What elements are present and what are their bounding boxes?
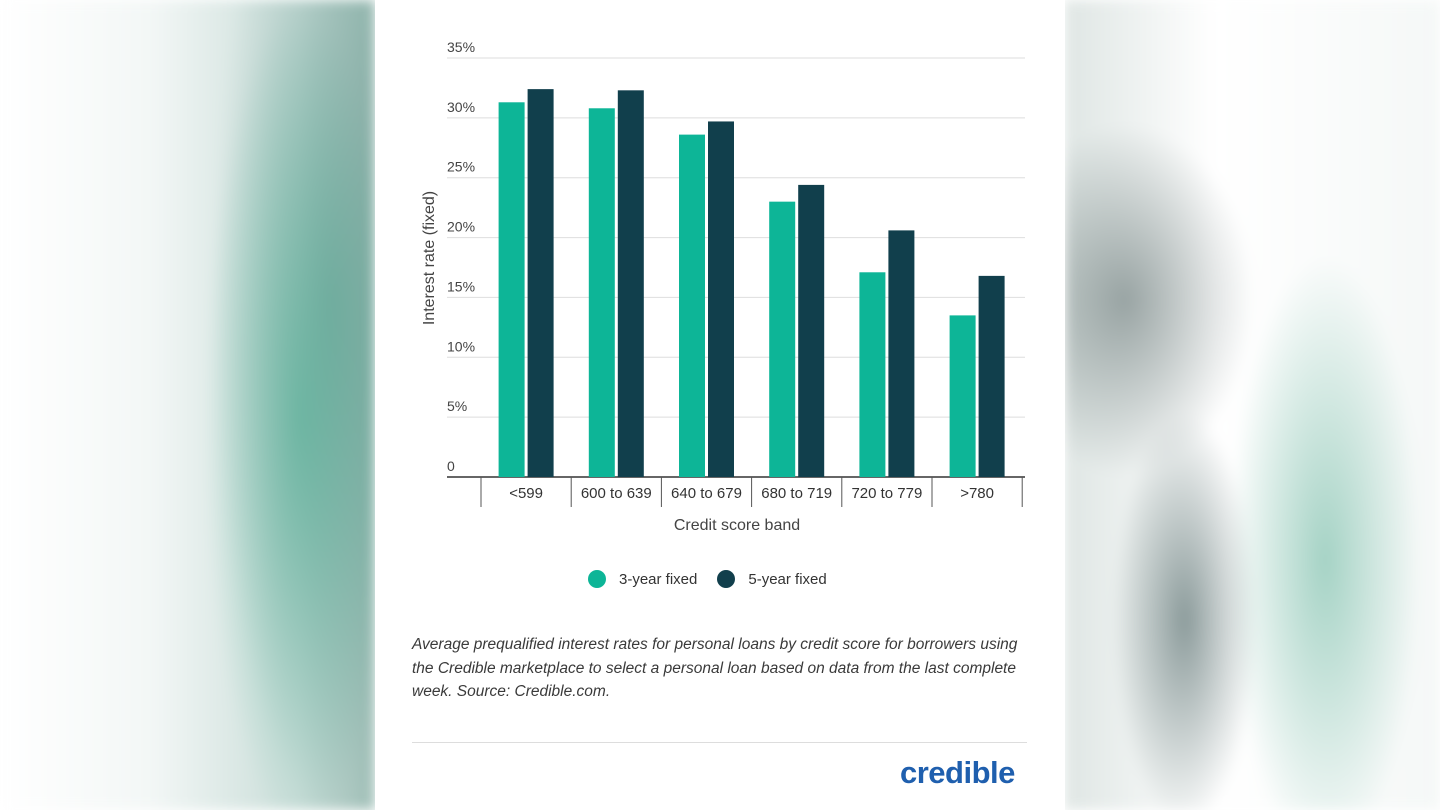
y-tick-label: 35%	[447, 39, 475, 55]
divider	[412, 742, 1027, 743]
y-axis-label: Interest rate (fixed)	[421, 191, 438, 325]
x-tick-label: <599	[509, 485, 543, 502]
x-tick-label: 640 to 679	[671, 485, 742, 502]
bar-3-year	[859, 272, 886, 477]
legend-label-5-year: 5-year fixed	[748, 570, 827, 588]
bar-5-year	[527, 89, 554, 477]
y-tick-label: 10%	[447, 338, 475, 354]
legend-item-3-year: 3-year fixed	[588, 570, 697, 588]
legend: 3-year fixed 5-year fixed	[588, 570, 847, 588]
bar-3-year	[679, 134, 705, 478]
bar-5-year	[708, 121, 734, 477]
x-tick-label: 680 to 719	[761, 485, 832, 502]
blurred-background-left	[0, 0, 375, 810]
bar-5-year	[798, 184, 825, 477]
bar-3-year	[498, 102, 525, 478]
y-tick-label: 5%	[447, 398, 467, 414]
legend-swatch-5-year	[717, 570, 736, 588]
credible-logo: credible	[900, 755, 1015, 790]
bar-5-year	[978, 275, 1005, 477]
x-tick-label: >780	[960, 485, 994, 502]
legend-label-3-year: 3-year fixed	[619, 570, 698, 588]
chart-caption: Average prequalified interest rates for …	[412, 636, 1018, 700]
chart-card: 0 5% 10% 15% 20% 25% 30% 35% <599 600 to 639 640 t…	[375, 0, 1065, 810]
bar-chart: 0 5% 10% 15% 20% 25% 30% 35% <599 600 to 639 640 t…	[421, 39, 1025, 534]
y-tick-label: 30%	[447, 99, 475, 115]
y-tick-label: 20%	[447, 219, 475, 235]
bar-3-year	[588, 108, 615, 477]
x-tick-label: 720 to 779	[851, 485, 922, 502]
x-axis-label: Credit score band	[674, 517, 800, 534]
bar-5-year	[888, 230, 915, 477]
legend-item-5-year: 5-year fixed	[717, 570, 827, 588]
y-tick-label: 25%	[447, 159, 475, 175]
bar-5-year	[617, 90, 644, 477]
blurred-background-right	[1065, 0, 1440, 810]
bar-3-year	[949, 315, 976, 477]
bar-3-year	[769, 201, 796, 477]
x-tick-label: 600 to 639	[581, 485, 652, 502]
y-tick-label: 0	[447, 458, 455, 474]
legend-swatch-3-year	[588, 570, 606, 588]
y-tick-label: 15%	[447, 278, 475, 294]
